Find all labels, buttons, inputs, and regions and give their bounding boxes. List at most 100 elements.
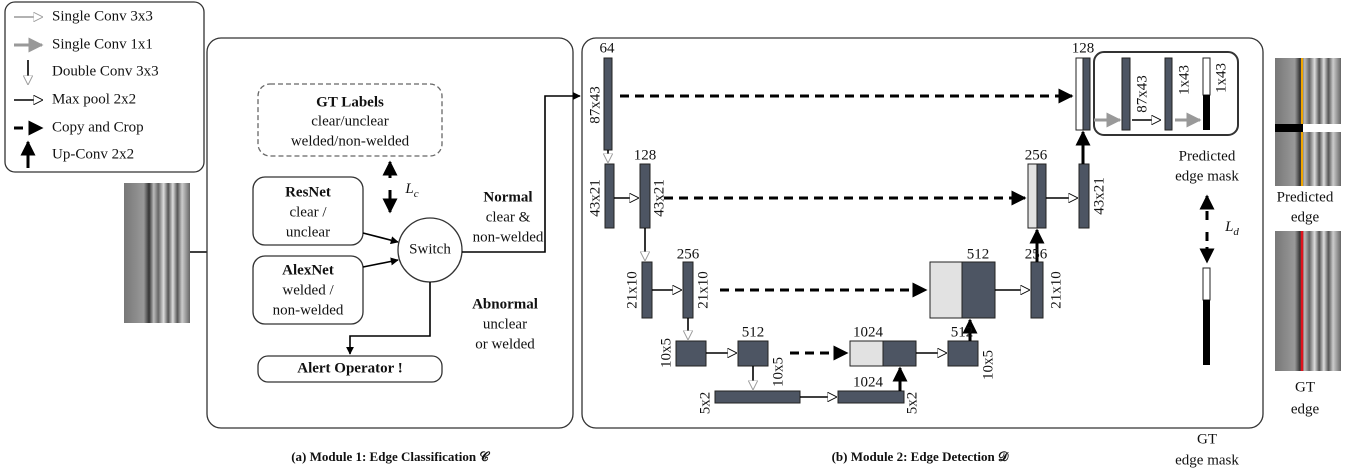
panel	[257, 355, 443, 383]
layer-block	[1164, 57, 1173, 131]
output-label: Predicted	[1277, 189, 1334, 205]
gt-labels-title: GT Labels	[316, 94, 384, 110]
layer-block	[947, 340, 979, 367]
output-label: edge	[1291, 209, 1320, 225]
gt-mask-label: edge mask	[1175, 452, 1239, 468]
resnet-title: ResNet	[285, 184, 331, 200]
size-label: 1x43	[1213, 63, 1229, 93]
legend-label: Copy and Crop	[52, 119, 144, 135]
layer-block	[714, 390, 801, 404]
loss-subscript: d	[1233, 226, 1239, 238]
output-label: GT	[1295, 379, 1315, 395]
mask	[1202, 267, 1211, 301]
mask	[1203, 95, 1210, 130]
abnormal-text: unclear	[483, 316, 527, 332]
resnet-text: clear /	[289, 204, 327, 220]
arrow	[346, 282, 431, 355]
concat-block	[1027, 163, 1038, 229]
mask	[1202, 57, 1211, 96]
layer-block	[1121, 57, 1131, 131]
concat-block	[849, 340, 884, 367]
channel-label: 128	[1072, 40, 1095, 56]
output-label: edge	[1291, 401, 1320, 417]
legend-label: Double Conv 3x3	[52, 63, 159, 79]
panel	[252, 176, 364, 246]
alert-operator: Alert Operator !	[297, 360, 403, 376]
resnet-text: unclear	[286, 224, 330, 240]
size-label: 21x10	[695, 271, 711, 309]
gt-labels-text: welded/non-welded	[291, 133, 410, 149]
loss-symbol: L	[1224, 219, 1233, 235]
normal-text: clear &	[486, 209, 531, 225]
arrow	[362, 232, 399, 245]
channel-label: 512	[967, 246, 990, 262]
concat-block	[929, 261, 963, 319]
legend-label: Max pool 2x2	[52, 91, 136, 107]
channel-label: 256	[1025, 147, 1048, 163]
mask	[1203, 300, 1210, 365]
layer-block	[639, 163, 651, 229]
size-label: 10x5	[980, 350, 996, 380]
loss-label: Ld	[1224, 219, 1239, 237]
size-label: 87x43	[587, 86, 603, 124]
alexnet-text: welded /	[282, 282, 334, 298]
channel-label: 256	[1025, 246, 1048, 262]
size-label: 43x21	[1091, 177, 1107, 215]
loss-label: Lc	[404, 181, 418, 199]
loss-subscript: c	[414, 188, 419, 200]
layer-block	[682, 261, 694, 319]
layer-block	[837, 390, 905, 404]
panel	[252, 255, 364, 325]
arrow	[362, 257, 399, 268]
loss-symbol: L	[404, 181, 413, 197]
size-label: 21x10	[1048, 271, 1064, 309]
alexnet-title: AlexNet	[282, 262, 334, 278]
size-label: 10x5	[658, 338, 674, 368]
layer-block	[1078, 163, 1090, 229]
concat-block	[1075, 57, 1084, 131]
predicted-mask-label: edge mask	[1175, 168, 1239, 184]
gt-mask-label: GT	[1197, 431, 1217, 447]
layer-block	[882, 340, 917, 367]
predicted-mask-label: Predicted	[1179, 148, 1236, 164]
layer-block	[604, 163, 615, 229]
channel-label: 256	[677, 246, 700, 262]
legend-label: Single Conv 1x1	[52, 36, 153, 52]
channel-label: 64	[600, 40, 616, 56]
layer-block	[1030, 261, 1044, 319]
normal-title: Normal	[483, 189, 532, 205]
gt-labels-text: clear/unclear	[311, 113, 388, 129]
panel	[581, 37, 1264, 429]
caption: (b) Module 2: Edge Detection 𝒟	[832, 449, 1009, 464]
panel	[4, 1, 205, 173]
layer-block	[961, 261, 996, 319]
alexnet-text: non-welded	[273, 302, 344, 318]
size-label: 1x43	[1176, 65, 1192, 95]
size-label: 87x43	[1134, 75, 1150, 113]
layer-block	[675, 340, 707, 367]
legend-label: Up-Conv 2x2	[52, 146, 134, 162]
caption: (a) Module 1: Edge Classification 𝒞	[291, 449, 490, 464]
image	[1275, 58, 1341, 186]
size-label: 43x21	[651, 179, 667, 217]
channel-label: 128	[634, 147, 657, 163]
mask	[1303, 124, 1341, 132]
switch: Switch	[409, 241, 451, 257]
size-label: 5x2	[904, 392, 920, 415]
channel-label: 1024	[853, 324, 884, 340]
channel-label: 512	[951, 324, 974, 340]
abnormal-title: Abnormal	[472, 296, 538, 312]
channel-label: 1024	[853, 374, 884, 390]
layer-block	[737, 340, 769, 367]
arrow	[462, 92, 581, 253]
layer-block	[1082, 57, 1091, 131]
channel-label: 512	[742, 324, 765, 340]
layer-block	[1036, 163, 1047, 229]
image	[124, 183, 190, 323]
image	[1275, 231, 1341, 371]
panel	[257, 83, 443, 157]
size-label: 5x2	[697, 392, 713, 415]
mask	[1275, 124, 1303, 132]
layer-block	[641, 261, 653, 319]
